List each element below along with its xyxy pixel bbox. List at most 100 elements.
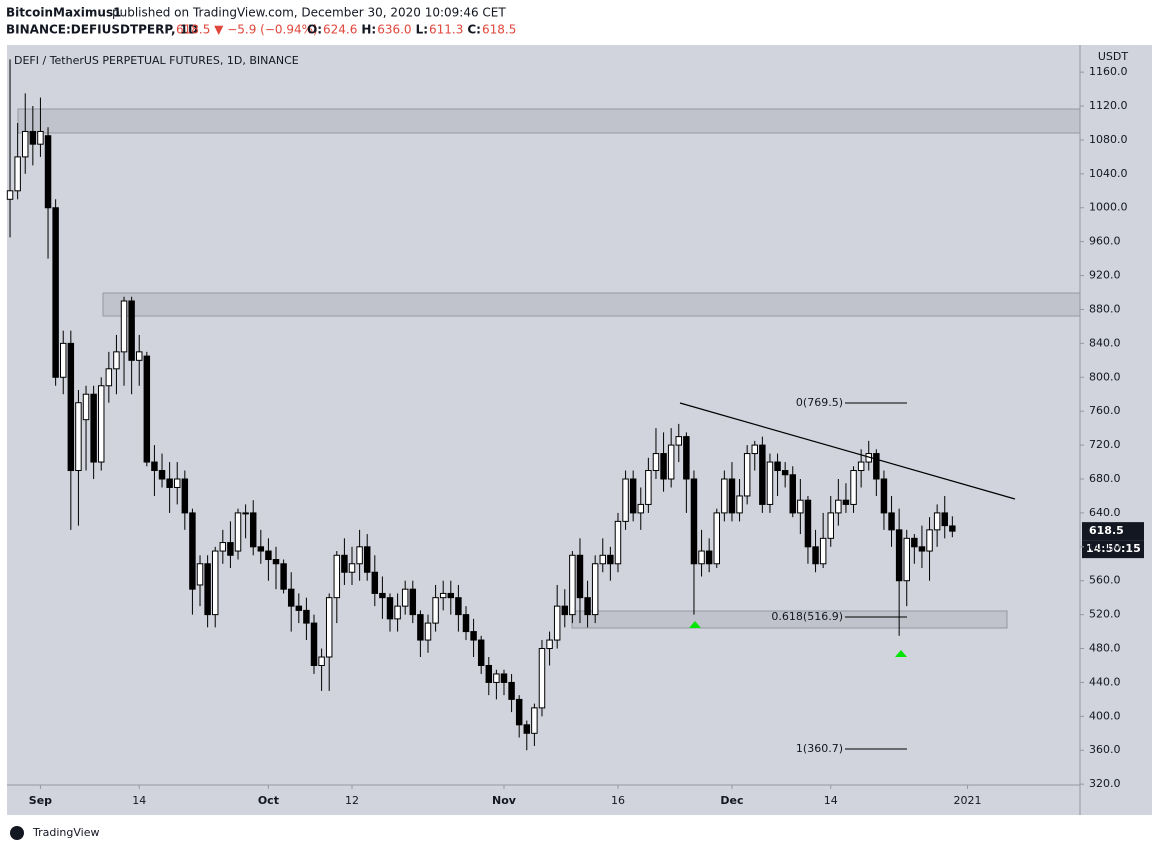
y-tick-label: 560.0	[1089, 574, 1121, 587]
candle-body	[485, 664, 493, 683]
candle-body	[295, 605, 303, 611]
candle-body	[470, 631, 477, 641]
candle-body	[614, 520, 622, 565]
candle-body	[462, 614, 470, 633]
candle-body	[766, 461, 774, 505]
author: BitcoinMaximus1	[6, 6, 121, 20]
candle-body	[933, 512, 941, 531]
y-tick-label: 760.0	[1089, 404, 1121, 417]
candle-body	[44, 135, 52, 209]
y-tick-label: 1000.0	[1089, 201, 1128, 214]
candle-body	[812, 546, 819, 565]
y-tick-label: 600.0	[1089, 540, 1121, 553]
candle-body	[895, 529, 903, 582]
candle-body	[341, 554, 348, 573]
x-tick-label: 2021	[954, 794, 982, 807]
candle-body	[759, 444, 766, 505]
candle-body	[401, 588, 409, 607]
candle-body	[713, 512, 720, 565]
candle-body	[158, 470, 166, 480]
y-tick-label: 480.0	[1089, 642, 1121, 655]
countdown: 14:50:15	[1086, 542, 1141, 555]
published: published on TradingView.com, December 3…	[112, 6, 506, 20]
candle-body	[888, 512, 895, 531]
candle-body	[553, 605, 561, 641]
candle-body	[14, 156, 21, 192]
overlays: 0(769.5) 0.618(516.9) 1(360.7)	[679, 396, 1016, 755]
time-axis	[7, 785, 1152, 815]
ohlc-value: 618.5	[482, 23, 516, 37]
candle-body	[371, 571, 379, 594]
y-tick-label: 320.0	[1089, 777, 1121, 790]
candle-body	[59, 342, 67, 378]
candle-body	[546, 639, 553, 650]
candle-body	[705, 550, 713, 565]
price-tag-box	[1082, 522, 1144, 541]
candle-body	[22, 130, 29, 158]
candle-body	[736, 495, 743, 514]
candle-body	[842, 499, 850, 505]
change: 618.5 ▼ −5.9 (−0.94%)	[176, 23, 318, 37]
candle-body	[280, 563, 287, 590]
ohlc: O: 624.6 H: 636.0 L: 611.3 C: 618.5	[307, 23, 516, 37]
fib-label: 0.618(516.9)	[771, 610, 843, 623]
y-tick-label: 640.0	[1089, 506, 1121, 519]
candle-body	[827, 512, 834, 539]
candle-body	[143, 355, 151, 463]
candle-body	[926, 529, 933, 552]
candle-body	[781, 470, 789, 476]
candle-body	[424, 622, 432, 641]
candle-body	[432, 597, 439, 624]
candle-body	[538, 648, 546, 709]
candle-body	[675, 436, 683, 446]
y-tick-label: 880.0	[1089, 302, 1121, 315]
candle-body	[363, 546, 371, 573]
candle-body	[310, 622, 318, 666]
symbol: BINANCE:DEFIUSDTPERP, 1D	[6, 23, 198, 37]
candle-body	[903, 537, 910, 582]
candle-body	[819, 537, 827, 565]
candle-body	[455, 597, 462, 616]
ohlc-key: H:	[361, 23, 376, 37]
x-tick-label: 12	[345, 794, 359, 807]
candle-body	[379, 592, 386, 599]
candle-body	[333, 554, 341, 599]
candle-body	[29, 130, 37, 145]
x-tick-label: Sep	[29, 794, 52, 807]
y-tick-label: 1080.0	[1089, 133, 1128, 146]
y-tick-label: 1160.0	[1089, 65, 1128, 78]
candle-body	[173, 478, 181, 488]
candle-body	[698, 550, 705, 565]
signal-arrow	[895, 650, 907, 657]
brand: TradingView	[32, 826, 99, 839]
ohlc-key: L:	[416, 23, 428, 37]
candle-body	[249, 512, 257, 548]
ohlc-value: 636.0	[377, 23, 411, 37]
candle-body	[835, 499, 842, 514]
candle-body	[850, 470, 857, 505]
y-tick-label: 360.0	[1089, 743, 1121, 756]
candle-body	[166, 478, 173, 488]
candle-body	[531, 707, 538, 734]
candle-body	[211, 550, 219, 616]
candle-body	[569, 554, 576, 616]
y-tick-label: 520.0	[1089, 608, 1121, 621]
candle-body	[257, 546, 265, 552]
candle-body	[880, 478, 888, 514]
candle-body	[417, 614, 424, 641]
candle-body	[151, 461, 158, 472]
ohlc-value: 624.6	[323, 23, 357, 37]
candle-body	[128, 300, 135, 361]
candle-body	[219, 542, 227, 552]
candle-body	[857, 461, 865, 472]
candle-body	[196, 563, 204, 586]
candle-body	[234, 512, 242, 552]
y-tick-label: 1120.0	[1089, 99, 1128, 112]
logo-icon	[10, 826, 24, 840]
y-tick-label: 680.0	[1089, 472, 1121, 485]
candle-body	[918, 546, 926, 552]
candle-body	[113, 351, 120, 370]
candle-body	[181, 478, 189, 514]
candle-body	[348, 563, 356, 573]
candle-body	[318, 656, 325, 666]
